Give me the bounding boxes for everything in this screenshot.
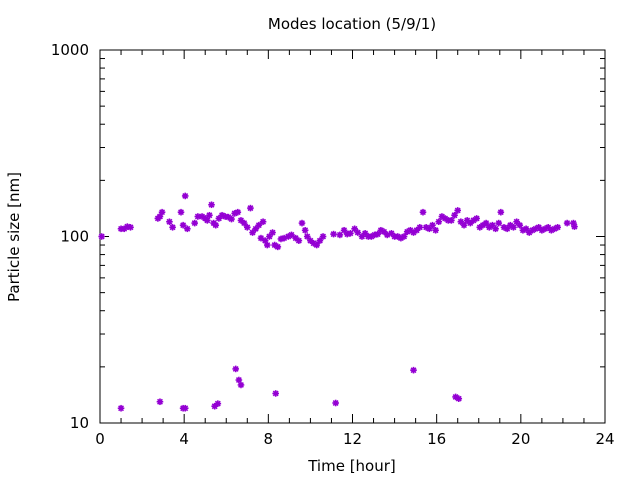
data-point	[455, 395, 463, 402]
data-point	[482, 219, 490, 227]
y-tick-label: 100	[60, 228, 89, 246]
data-point	[206, 211, 213, 219]
data-point	[298, 219, 306, 227]
data-point	[451, 211, 458, 219]
x-tick-label: 16	[427, 430, 446, 448]
data-point	[410, 366, 417, 374]
data-point	[495, 219, 503, 227]
data-point	[400, 233, 408, 240]
data-point	[158, 208, 166, 216]
data-point	[432, 226, 439, 234]
data-point	[429, 221, 436, 229]
data-point	[228, 215, 235, 223]
data-point	[274, 243, 282, 251]
axis-ticks	[99, 49, 606, 424]
data-point	[448, 217, 455, 224]
data-point	[235, 376, 243, 384]
data-point	[330, 230, 337, 238]
data-point	[214, 400, 222, 407]
data-point	[358, 233, 366, 240]
y-axis-label: Particle size [nm]	[5, 172, 23, 302]
data-point	[492, 225, 499, 233]
data-point	[252, 225, 260, 233]
data-point	[257, 234, 265, 242]
chart-title: Modes location (5/9/1)	[268, 15, 436, 33]
data-point	[510, 224, 517, 231]
data-point	[354, 229, 362, 236]
data-point	[181, 192, 189, 200]
data-point	[319, 233, 327, 240]
data-point	[117, 404, 125, 412]
data-point	[288, 231, 295, 239]
data-point	[563, 219, 571, 227]
data-point	[516, 221, 524, 229]
data-point	[204, 217, 211, 224]
data-point	[571, 223, 578, 230]
data-point	[347, 230, 354, 237]
x-tick-label: 24	[595, 430, 614, 448]
data-point	[416, 224, 424, 231]
data-point	[156, 398, 164, 406]
data-point	[181, 404, 189, 412]
data-point	[212, 221, 220, 229]
data-point	[460, 221, 468, 229]
x-tick-labels: 0 4 8 12 16 20 24	[95, 430, 614, 448]
y-tick-label: 10	[70, 414, 89, 432]
data-point	[269, 229, 276, 236]
data-point	[237, 381, 245, 389]
plot-frame	[99, 49, 606, 424]
data-point	[208, 201, 215, 209]
data-point	[535, 224, 543, 231]
data-point	[301, 226, 309, 234]
y-tick-labels: 10 100 1000	[51, 41, 89, 432]
data-point	[184, 225, 191, 233]
data-point	[295, 237, 303, 244]
x-tick-label: 12	[343, 430, 362, 448]
data-point	[263, 241, 271, 249]
data-point	[497, 208, 505, 216]
data-point	[232, 365, 240, 373]
data-points	[98, 192, 578, 412]
x-axis-label: Time [hour]	[307, 457, 396, 475]
data-point	[473, 215, 480, 222]
data-point	[191, 219, 198, 227]
data-point	[177, 208, 185, 216]
data-point	[454, 207, 462, 214]
x-tick-label: 0	[95, 430, 105, 448]
data-point	[259, 218, 267, 226]
data-point	[179, 221, 187, 229]
x-tick-label: 20	[511, 430, 530, 448]
data-point	[247, 204, 254, 212]
data-point	[554, 224, 561, 231]
x-tick-label: 4	[179, 430, 189, 448]
data-point	[419, 208, 427, 216]
data-point	[169, 224, 176, 231]
data-point	[332, 399, 339, 407]
data-point	[234, 208, 242, 216]
data-point	[272, 390, 279, 397]
x-tick-label: 8	[264, 430, 274, 448]
data-point	[313, 241, 321, 249]
data-point	[98, 233, 105, 240]
data-point	[243, 224, 251, 231]
data-point	[166, 218, 173, 226]
data-point	[336, 231, 344, 239]
data-point	[435, 218, 443, 226]
y-tick-label: 1000	[51, 41, 89, 59]
data-point	[127, 224, 134, 231]
